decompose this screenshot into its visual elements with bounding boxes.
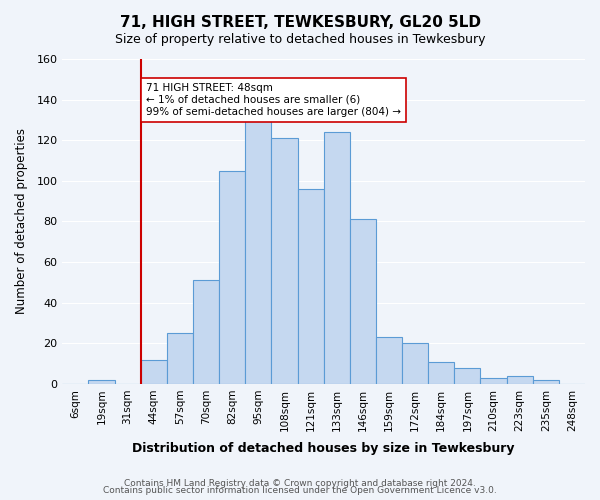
Bar <box>376 337 402 384</box>
Bar <box>88 380 115 384</box>
Bar <box>428 362 454 384</box>
Bar <box>350 220 376 384</box>
Bar <box>271 138 298 384</box>
Bar <box>506 376 533 384</box>
Text: 71, HIGH STREET, TEWKESBURY, GL20 5LD: 71, HIGH STREET, TEWKESBURY, GL20 5LD <box>119 15 481 30</box>
Bar <box>245 118 271 384</box>
Text: Size of property relative to detached houses in Tewkesbury: Size of property relative to detached ho… <box>115 32 485 46</box>
Bar <box>402 344 428 384</box>
Bar <box>533 380 559 384</box>
Bar <box>141 360 167 384</box>
X-axis label: Distribution of detached houses by size in Tewkesbury: Distribution of detached houses by size … <box>133 442 515 455</box>
Bar <box>219 170 245 384</box>
Bar <box>193 280 219 384</box>
Bar <box>481 378 506 384</box>
Bar <box>454 368 481 384</box>
Bar <box>167 333 193 384</box>
Bar <box>298 189 323 384</box>
Text: Contains HM Land Registry data © Crown copyright and database right 2024.: Contains HM Land Registry data © Crown c… <box>124 478 476 488</box>
Text: Contains public sector information licensed under the Open Government Licence v3: Contains public sector information licen… <box>103 486 497 495</box>
Text: 71 HIGH STREET: 48sqm
← 1% of detached houses are smaller (6)
99% of semi-detach: 71 HIGH STREET: 48sqm ← 1% of detached h… <box>146 84 401 116</box>
Y-axis label: Number of detached properties: Number of detached properties <box>15 128 28 314</box>
Bar <box>323 132 350 384</box>
